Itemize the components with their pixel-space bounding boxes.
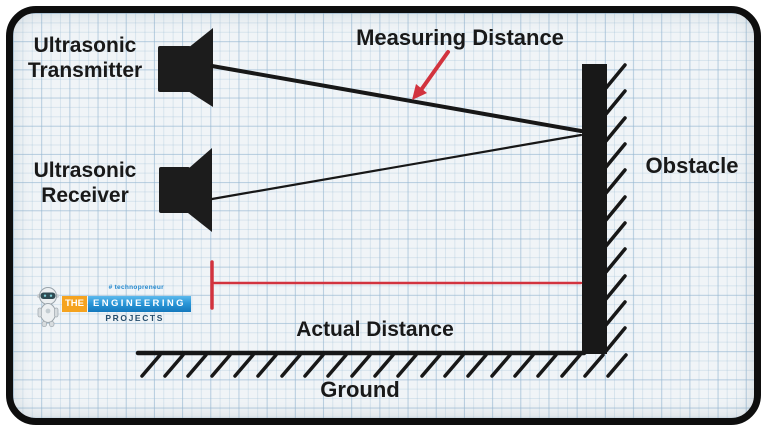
transmitter-speaker-icon bbox=[158, 28, 213, 107]
measuring-arrow-icon bbox=[412, 50, 450, 100]
transmitter-label-line1: Ultrasonic bbox=[33, 34, 137, 57]
logo-word-the: THE bbox=[62, 296, 87, 312]
ground-hatching bbox=[140, 353, 628, 378]
logo-word-projects: PROJECTS bbox=[105, 313, 164, 323]
transmitter-label: Ultrasonic Transmitter bbox=[14, 34, 156, 84]
receiver-label: Ultrasonic Receiver bbox=[14, 159, 156, 209]
logo-tagline: # technopreneur bbox=[108, 284, 164, 291]
actual-distance-label: Actual Distance bbox=[296, 318, 454, 341]
obstacle-hatching bbox=[604, 63, 627, 353]
obstacle-label: Obstacle bbox=[645, 153, 739, 178]
receiver-label-line2: Receiver bbox=[41, 183, 129, 207]
receiver-speaker-icon bbox=[159, 148, 212, 232]
logo-word-engineering: ENGINEERING bbox=[88, 296, 191, 312]
obstacle-wall bbox=[582, 64, 607, 354]
brand-logo: # technopreneur THE ENGINEERING PROJECTS bbox=[36, 284, 191, 330]
ground-label: Ground bbox=[320, 377, 400, 402]
receiver-label-line1: Ultrasonic bbox=[33, 159, 137, 182]
sketch-frame bbox=[6, 6, 761, 425]
measuring-distance-label: Measuring Distance bbox=[356, 25, 564, 50]
robot-mascot-icon bbox=[37, 287, 59, 327]
transmit-wave-line bbox=[210, 64, 583, 133]
transmitter-label-line2: Transmitter bbox=[27, 58, 143, 82]
logo-wordmark: THE ENGINEERING bbox=[62, 296, 191, 312]
receive-wave-line bbox=[210, 133, 583, 201]
